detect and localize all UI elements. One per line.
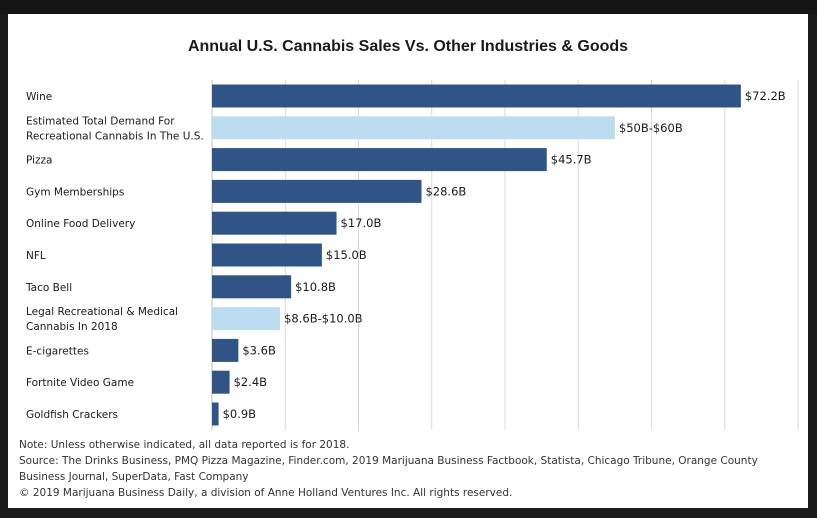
- bar-value-label: $15.0B: [326, 248, 367, 262]
- bar: [212, 116, 615, 140]
- bar-chart: $72.2B Wine $50B-$60B Estimated Total Deman…: [25, 80, 799, 430]
- category-label: E-cigarettes: [26, 345, 89, 357]
- category-label: Online Food Delivery: [26, 218, 135, 230]
- bar-value-label: $10.8B: [295, 280, 336, 294]
- category-label: Wine: [26, 91, 52, 103]
- category-label: Taco Bell: [25, 282, 72, 294]
- copyright-text: © 2019 Marijuana Business Daily, a divis…: [19, 487, 513, 499]
- bar-value-label: $0.9B: [223, 407, 257, 421]
- bar-value-label: $45.7B: [551, 153, 592, 167]
- bar: [212, 211, 337, 235]
- bar: [212, 275, 292, 299]
- category-label: NFL: [26, 250, 46, 262]
- bar: [212, 243, 322, 267]
- bar-value-label: $8.6B-$10.0B: [284, 312, 363, 326]
- category-label: Goldfish Crackers: [26, 409, 118, 421]
- note-text: Note: Unless otherwise indicated, all da…: [19, 439, 350, 451]
- category-label: Pizza: [26, 155, 52, 167]
- bar-value-label: $28.6B: [425, 184, 466, 198]
- category-label: Gym Memberships: [26, 186, 124, 198]
- bar: [212, 370, 230, 394]
- bar: [212, 338, 239, 362]
- bar-value-label: $50B-$60B: [619, 121, 683, 135]
- bar: [212, 148, 547, 172]
- category-label: Fortnite Video Game: [26, 377, 134, 389]
- browser-background-strip: [0, 0, 817, 14]
- source-text: Source: The Drinks Business, PMQ Pizza M…: [19, 455, 758, 483]
- bar-value-label: $3.6B: [242, 343, 276, 357]
- bar: [212, 84, 741, 108]
- chart-card: Annual U.S. Cannabis Sales Vs. Other Ind…: [8, 14, 808, 508]
- chart-title: Annual U.S. Cannabis Sales Vs. Other Ind…: [187, 38, 629, 55]
- category-label: Estimated Total Demand For Recreational C…: [26, 115, 204, 142]
- bar-value-label: $17.0B: [341, 216, 382, 230]
- bar: [212, 402, 219, 426]
- bar-value-label: $72.2B: [745, 89, 786, 103]
- bar: [212, 179, 422, 203]
- bar: [212, 307, 281, 331]
- chart-notes: Note: Unless otherwise indicated, all da…: [19, 437, 799, 501]
- category-label: Legal Recreational & Medical Cannabis In …: [26, 306, 178, 333]
- bar-value-label: $2.4B: [234, 375, 268, 389]
